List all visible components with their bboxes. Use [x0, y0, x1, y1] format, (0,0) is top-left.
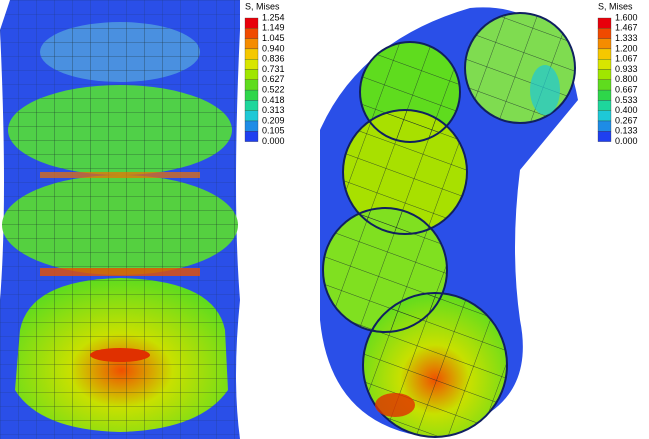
- legend-label: 0.533: [615, 95, 638, 105]
- legend-swatch: [244, 120, 259, 132]
- legend-label: 0.800: [615, 74, 638, 84]
- legend-label: 0.933: [615, 64, 638, 74]
- legend-title: S, Mises: [245, 1, 280, 11]
- legend: S, Mises 1.2541.1491.0450.9400.8360.7310…: [244, 1, 285, 146]
- legend-swatch: [244, 79, 259, 91]
- legend-label: 0.522: [262, 84, 285, 94]
- legend-swatch: [597, 120, 612, 132]
- legend-label: 0.000: [262, 136, 285, 146]
- legend-swatch: [244, 89, 259, 101]
- legend-swatch: [244, 28, 259, 39]
- legend-swatch: [597, 100, 612, 111]
- legend-label: 1.149: [262, 23, 285, 33]
- right-model: [320, 7, 578, 438]
- legend-label: 1.254: [262, 12, 285, 22]
- legend-swatch: [597, 110, 612, 122]
- left-model: [0, 0, 240, 439]
- legend-label: 0.940: [262, 43, 285, 53]
- legend-label: 1.467: [615, 23, 638, 33]
- legend-label: 0.667: [615, 84, 638, 94]
- legend-label: 0.400: [615, 105, 638, 115]
- legend-label: 1.045: [262, 33, 285, 43]
- legend-swatch: [597, 89, 612, 101]
- legend-swatch: [244, 17, 259, 29]
- legend-swatch: [244, 48, 259, 60]
- legend-swatch: [244, 69, 259, 80]
- legend-swatch: [244, 131, 259, 142]
- legend-swatch: [244, 110, 259, 122]
- legend-swatch: [597, 69, 612, 80]
- legend-swatch: [597, 48, 612, 60]
- legend-label: 0.418: [262, 95, 285, 105]
- legend-label: 0.731: [262, 64, 285, 74]
- legend-label: 0.209: [262, 115, 285, 125]
- legend-label: 1.333: [615, 33, 638, 43]
- legend-swatch: [244, 59, 259, 70]
- legend-label: 1.067: [615, 54, 638, 64]
- legend-label: 0.313: [262, 105, 285, 115]
- legend-swatch: [597, 59, 612, 70]
- legend-label: 0.105: [262, 126, 285, 136]
- legend-label: 0.267: [615, 115, 638, 125]
- legend-swatch: [597, 79, 612, 91]
- legend-label: 0.133: [615, 126, 638, 136]
- legend: S, Mises 1.6001.4671.3331.2001.0670.9330…: [597, 1, 638, 146]
- legend-swatch: [244, 38, 259, 50]
- legend-label: 0.000: [615, 136, 638, 146]
- legend-label: 0.836: [262, 54, 285, 64]
- legend-swatch: [244, 100, 259, 111]
- legend-title: S, Mises: [598, 1, 633, 11]
- legend-label: 1.600: [615, 12, 638, 22]
- legend-label: 0.627: [262, 74, 285, 84]
- legend-swatch: [597, 131, 612, 142]
- legend-swatch: [597, 28, 612, 39]
- legend-swatch: [597, 38, 612, 50]
- legend-swatch: [597, 17, 612, 29]
- legend-label: 1.200: [615, 43, 638, 53]
